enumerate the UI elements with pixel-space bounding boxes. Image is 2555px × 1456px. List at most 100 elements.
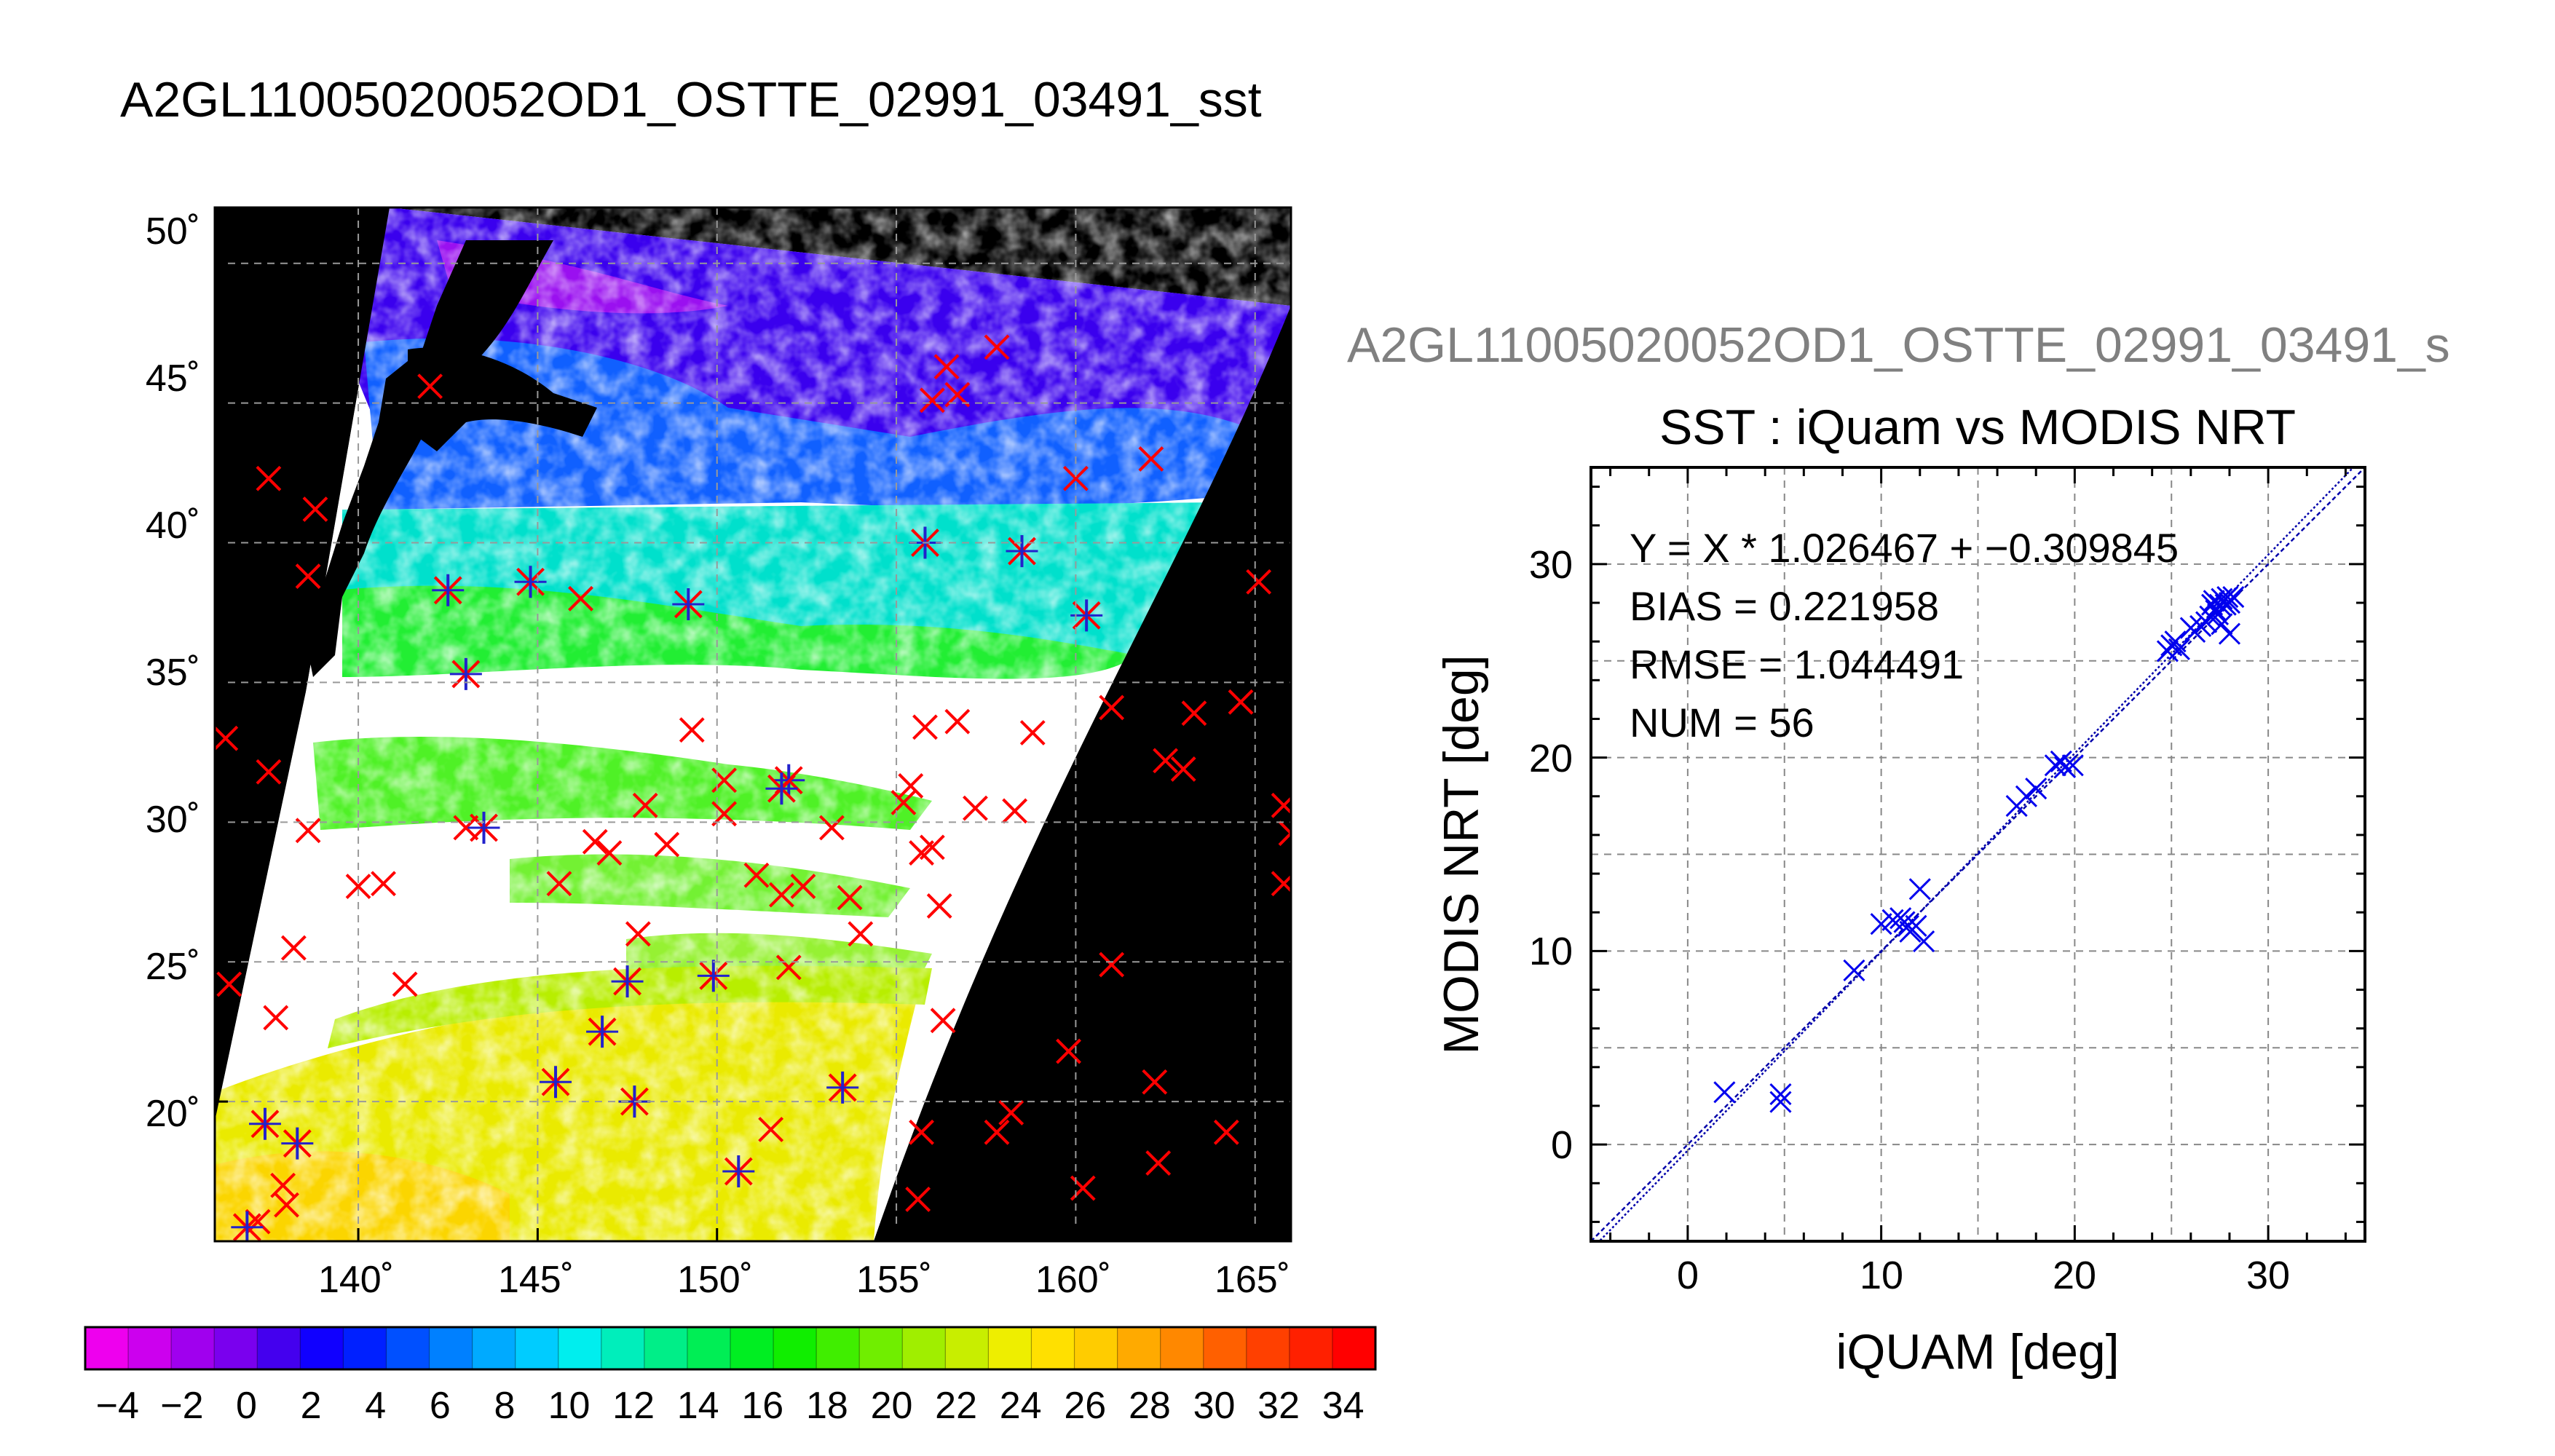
map-marker-asterisk — [467, 812, 500, 844]
colorbar-cell — [343, 1327, 387, 1369]
map-marker-stroke — [654, 831, 680, 858]
scatter-point-stroke — [2168, 638, 2190, 660]
colorbar-tick-label: 20 — [871, 1385, 913, 1427]
map-marker-x — [371, 871, 396, 897]
swath-edge-right — [874, 306, 1291, 1241]
map-marker-stroke — [392, 971, 418, 997]
colorbar-cell — [945, 1327, 989, 1369]
map-marker-x — [984, 1119, 1010, 1145]
scatter-point-stroke — [1881, 909, 1904, 931]
map-marker-stroke — [1228, 689, 1254, 715]
colorbar-tick-label: 28 — [1129, 1385, 1171, 1427]
scatter-annotation: Y = X * 1.026467 + −0.309845 — [1630, 525, 2179, 571]
map-marker-stroke — [912, 714, 938, 740]
scatter-point — [2184, 620, 2206, 643]
map-marker-stroke — [632, 792, 658, 818]
scatter-point-stroke — [2164, 630, 2187, 653]
map-marker-stroke — [848, 921, 874, 947]
map-marker-stroke — [1170, 756, 1196, 782]
map-marker-stroke — [295, 818, 321, 844]
map-marker-x — [295, 563, 321, 590]
map-marker-x — [1099, 951, 1125, 978]
scatter-ticks — [1591, 467, 2365, 1241]
lon-label: 160˚ — [1035, 1259, 1111, 1301]
map-marker-x — [417, 373, 443, 400]
map-marker-stroke — [926, 893, 952, 919]
colorbar-cell — [601, 1327, 645, 1369]
map-marker-x — [768, 882, 794, 908]
colorbar-tick-label: −2 — [160, 1385, 203, 1427]
scatter-point — [1713, 1081, 1736, 1104]
lat-label: 20˚ — [146, 1093, 200, 1135]
colorbar-cell — [1246, 1327, 1290, 1369]
colorbar-tick-label: 10 — [548, 1385, 591, 1427]
scatter-point — [2015, 785, 2037, 807]
map-marker-asterisk — [540, 1066, 572, 1099]
x-axis-label: iQUAM [deg] — [1836, 1324, 2119, 1380]
map-marker-stroke — [1181, 700, 1207, 727]
y-tick-label: 0 — [1551, 1123, 1573, 1167]
map-marker-stroke — [453, 815, 479, 841]
colorbar-cell — [859, 1327, 903, 1369]
map-marker-asterisk — [514, 566, 547, 598]
map-marker-x — [345, 874, 371, 900]
lat-label: 40˚ — [146, 505, 200, 547]
scatter-points — [1713, 585, 2245, 1113]
scatter-point — [1913, 930, 1935, 953]
map-marker-x — [1228, 689, 1254, 715]
y-tick-label: 10 — [1529, 930, 1573, 973]
map-marker-asterisk — [611, 965, 644, 998]
lat-label: 45˚ — [146, 357, 200, 400]
map-marker-x — [1019, 720, 1046, 745]
map-marker-stroke — [837, 885, 863, 911]
map-marker-x — [909, 1119, 934, 1145]
map-marker-x — [775, 954, 802, 981]
map-marker-stroke — [1271, 796, 1291, 818]
map-marker-asterisk — [281, 1127, 314, 1160]
colorbar-tick-label: 30 — [1193, 1385, 1236, 1427]
colorbar-cell — [773, 1327, 817, 1369]
map-marker-stroke — [1099, 951, 1125, 978]
map-marker-x — [1062, 465, 1089, 491]
scatter-title: SST : iQuam vs MODIS NRT — [1659, 400, 2296, 455]
map-marker-x — [1153, 748, 1178, 774]
right-title: A2GL11005020052OD1_OSTTE_02991_03491_s — [1347, 317, 2450, 373]
colorbar-cell — [558, 1327, 602, 1369]
scatter-point-stroke — [1897, 914, 1919, 937]
scatter-point-stroke — [2216, 585, 2239, 609]
colorbar-cell — [1289, 1327, 1333, 1369]
map-marker-stroke — [582, 828, 608, 855]
colorbar-cell — [171, 1327, 215, 1369]
scatter-point — [1769, 1091, 1792, 1113]
map-marker-stroke — [1145, 1150, 1172, 1176]
map-marker-stroke — [898, 773, 924, 799]
map-marker-x — [912, 714, 938, 740]
map-marker-x — [818, 815, 845, 841]
colorbar-cell — [214, 1327, 258, 1369]
lat-label: 25˚ — [146, 946, 200, 988]
colorbar-cell — [1031, 1327, 1075, 1369]
lat-label: 50˚ — [146, 210, 200, 253]
map-marker-x — [1278, 820, 1291, 847]
scatter-point — [1769, 1083, 1792, 1106]
map-marker-x — [848, 921, 874, 947]
map-marker-x — [1138, 446, 1164, 472]
lon-label: 150˚ — [677, 1259, 753, 1301]
map-marker-stroke — [743, 862, 770, 888]
map-marker-x — [1002, 798, 1028, 824]
colorbar-tick-label: −4 — [96, 1385, 139, 1427]
map-marker-x — [1170, 756, 1196, 782]
scatter-point — [2205, 599, 2227, 622]
colorbar-cell — [1332, 1327, 1376, 1369]
scatter-point — [1870, 913, 1892, 935]
map-marker-stroke — [905, 1187, 931, 1212]
regression-line — [1598, 467, 2355, 1241]
lon-label: 145˚ — [498, 1259, 574, 1301]
x-tick-label: 20 — [2053, 1254, 2096, 1297]
map-marker-x — [256, 759, 282, 785]
scatter-point-stroke — [2195, 611, 2218, 633]
map-marker-stroke — [790, 874, 816, 900]
map-marker-stroke — [944, 708, 971, 735]
map-marker-x — [1271, 871, 1291, 897]
scatter-point — [2195, 611, 2218, 633]
